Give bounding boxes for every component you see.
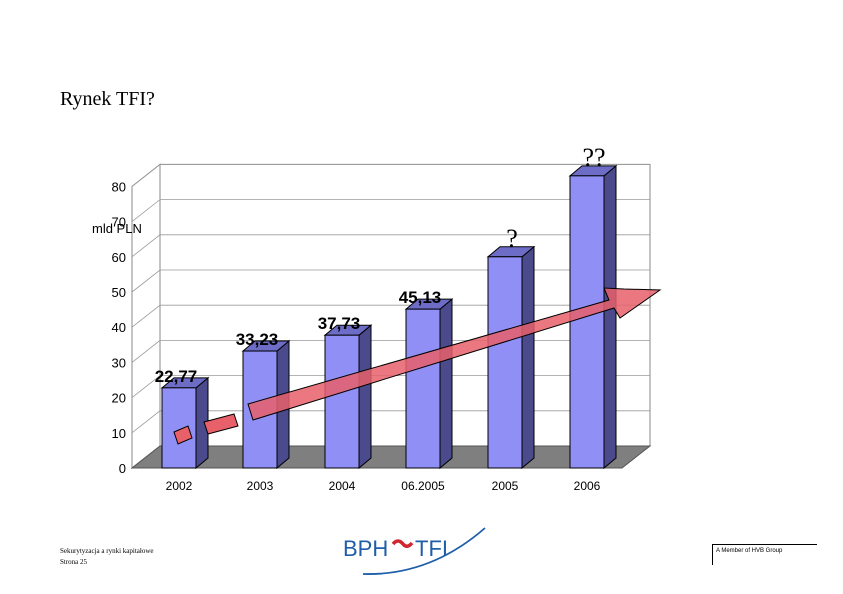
y-tick-label: 40 bbox=[112, 320, 126, 335]
trend-arrow-segment bbox=[203, 413, 239, 435]
bar-front bbox=[405, 308, 441, 469]
bar bbox=[486, 245, 536, 470]
bar bbox=[160, 376, 210, 470]
data-label: 45,13 bbox=[399, 288, 442, 307]
gridline bbox=[131, 269, 650, 293]
data-label: 37,73 bbox=[318, 314, 361, 333]
x-tick-label: 2006 bbox=[574, 479, 601, 493]
gridline bbox=[131, 163, 650, 187]
x-tick-label: 2005 bbox=[492, 479, 519, 493]
y-tick-label: 80 bbox=[112, 179, 126, 194]
chart-labels: 0 10 20 30 40 50 60 70 80 mld PLN 2002 2003 2004 06.2… bbox=[92, 143, 606, 493]
member-text: A Member of HVB Group bbox=[716, 548, 783, 554]
data-label: ? bbox=[506, 224, 518, 253]
gridline bbox=[131, 304, 650, 328]
footer-page-number: Strona 25 bbox=[60, 558, 88, 566]
footer-text: Sekurytyzacja a rynki kapitałowe Strona … bbox=[60, 546, 154, 568]
bar-front bbox=[569, 175, 605, 469]
logo-curve-icon bbox=[362, 527, 486, 575]
x-tick-label: 2002 bbox=[166, 479, 193, 493]
y-tick-label: 30 bbox=[112, 355, 126, 370]
data-label: ?? bbox=[582, 143, 605, 172]
bar-front bbox=[324, 334, 360, 469]
gridline bbox=[131, 410, 650, 434]
data-label: 22,77 bbox=[155, 367, 198, 386]
trend-arrow-body bbox=[247, 287, 662, 421]
x-tick-label: 2003 bbox=[247, 479, 274, 493]
x-tick-label: 2004 bbox=[329, 479, 356, 493]
y-tick-label: 20 bbox=[112, 391, 126, 406]
y-axis-label: mld PLN bbox=[92, 221, 142, 236]
gridline bbox=[131, 199, 650, 222]
bar-side bbox=[603, 164, 617, 470]
bar bbox=[404, 298, 454, 470]
slide-title: Rynek TFI? bbox=[60, 88, 155, 110]
bar-side bbox=[358, 324, 372, 470]
bph-tfi-logo: BPH TFI bbox=[343, 527, 486, 575]
trend-arrow bbox=[173, 287, 662, 445]
bar-side bbox=[521, 245, 535, 470]
x-tick-label: 06.2005 bbox=[401, 479, 445, 493]
bar-side bbox=[439, 298, 453, 470]
gridline bbox=[131, 375, 650, 398]
data-label: 33,23 bbox=[236, 330, 279, 349]
footer-presentation-title: Sekurytyzacja a rynki kapitałowe bbox=[60, 547, 154, 555]
bar-chart: 0 10 20 30 40 50 60 70 80 mld PLN 2002 2003 2004 06.2… bbox=[92, 143, 662, 493]
bar-front bbox=[161, 387, 197, 469]
y-tick-label: 0 bbox=[119, 461, 126, 476]
gridline bbox=[131, 234, 650, 258]
y-tick-label: 50 bbox=[112, 285, 126, 300]
y-tick-label: 70 bbox=[112, 215, 126, 230]
y-tick-label: 10 bbox=[112, 426, 126, 441]
logo-swoosh-icon bbox=[391, 539, 414, 548]
logo-text-left: BPH bbox=[343, 536, 388, 561]
y-tick-label: 60 bbox=[112, 250, 126, 265]
bar-front bbox=[487, 256, 523, 469]
member-badge: A Member of HVB Group bbox=[712, 544, 817, 565]
trend-arrow-segment bbox=[173, 425, 193, 445]
bar bbox=[323, 324, 373, 470]
